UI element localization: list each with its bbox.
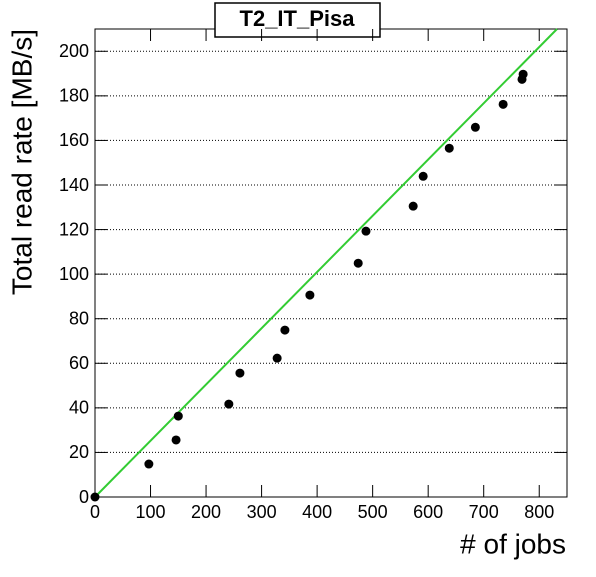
data-point bbox=[235, 368, 245, 378]
x-tick-label: 0 bbox=[90, 502, 100, 522]
chart-title: T2_IT_Pisa bbox=[240, 6, 356, 31]
x-tick-label: 400 bbox=[302, 502, 332, 522]
x-tick-label: 800 bbox=[524, 502, 554, 522]
x-tick-label: 200 bbox=[191, 502, 221, 522]
x-tick-label: 500 bbox=[358, 502, 388, 522]
y-tick-label: 80 bbox=[69, 308, 89, 328]
data-point bbox=[408, 201, 418, 211]
y-tick-label: 20 bbox=[69, 442, 89, 462]
data-point bbox=[353, 258, 363, 268]
x-tick-label: 100 bbox=[136, 502, 166, 522]
x-tick-label: 700 bbox=[469, 502, 499, 522]
data-point bbox=[518, 69, 528, 79]
y-tick-label: 120 bbox=[59, 219, 89, 239]
data-point bbox=[418, 171, 428, 181]
data-point bbox=[90, 492, 100, 502]
data-point bbox=[305, 290, 315, 300]
data-point bbox=[272, 353, 282, 363]
y-tick-label: 100 bbox=[59, 264, 89, 284]
data-point bbox=[224, 399, 234, 409]
y-tick-label: 40 bbox=[69, 398, 89, 418]
y-tick-label: 180 bbox=[59, 86, 89, 106]
data-point bbox=[470, 122, 480, 132]
data-point bbox=[444, 143, 454, 153]
data-point bbox=[171, 435, 181, 445]
y-tick-label: 60 bbox=[69, 353, 89, 373]
plot-frame bbox=[94, 28, 568, 498]
y-tick-label: 160 bbox=[59, 130, 89, 150]
y-axis-label: Total read rate [MB/s] bbox=[6, 29, 37, 295]
x-tick-label: 300 bbox=[247, 502, 277, 522]
data-point bbox=[361, 226, 371, 236]
title-box bbox=[214, 2, 381, 38]
data-point bbox=[144, 459, 154, 469]
data-point bbox=[498, 99, 508, 109]
x-axis-label: # of jobs bbox=[460, 528, 566, 559]
y-tick-label: 140 bbox=[59, 175, 89, 195]
x-tick-label: 600 bbox=[413, 502, 443, 522]
y-tick-label: 0 bbox=[79, 487, 89, 507]
data-point bbox=[173, 411, 183, 421]
y-tick-label: 200 bbox=[59, 41, 89, 61]
data-point bbox=[280, 325, 290, 335]
fit-line bbox=[94, 28, 558, 498]
